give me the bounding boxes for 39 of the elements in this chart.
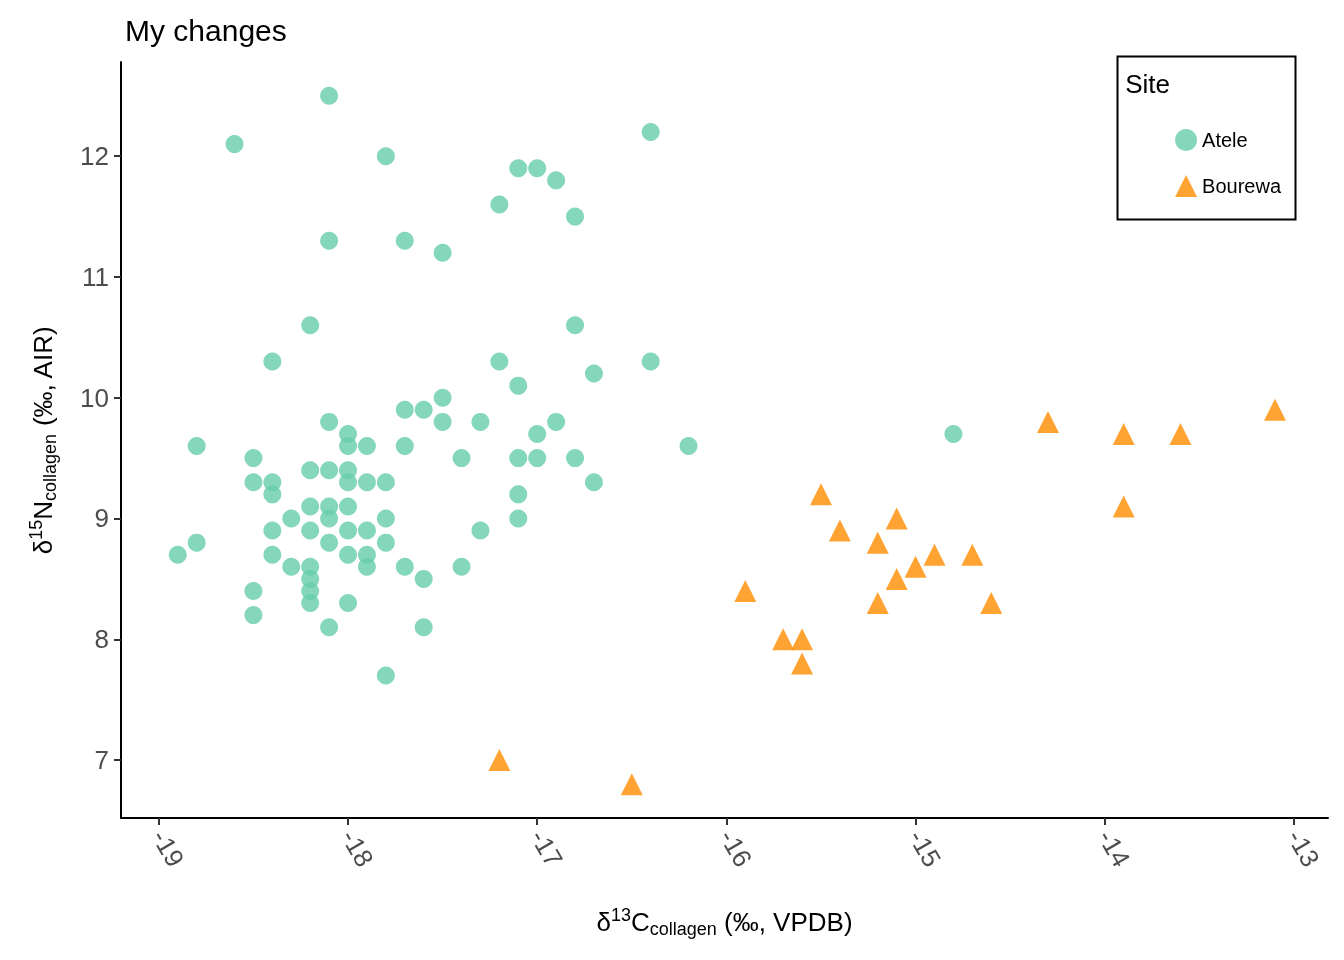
y-tick-label: 8 <box>94 624 109 655</box>
point <box>1112 495 1135 518</box>
x-tick-label: -17 <box>524 824 569 873</box>
legend-label: Atele <box>1202 129 1248 151</box>
point <box>1112 422 1135 445</box>
point <box>980 592 1003 615</box>
legend-label: Bourewa <box>1202 175 1282 197</box>
x-tick-label: -14 <box>1091 824 1137 873</box>
y-tick-label: 7 <box>94 745 109 776</box>
point <box>1037 410 1060 433</box>
y-tick-label: 12 <box>80 141 109 172</box>
x-tick-label: -13 <box>1280 824 1326 873</box>
point <box>809 483 832 506</box>
x-tick-label: -16 <box>713 824 759 873</box>
x-tick-label: -19 <box>145 824 191 873</box>
point <box>488 749 511 772</box>
point <box>772 628 795 651</box>
point <box>961 543 984 566</box>
y-tick-label: 11 <box>82 261 109 292</box>
y-axis-title: δ15Ncollagen (‰, AIR) <box>26 326 60 555</box>
x-tick-label: -15 <box>902 824 948 873</box>
chart-title: My changes <box>125 13 287 47</box>
point <box>866 592 889 615</box>
point <box>1264 398 1287 421</box>
point <box>866 531 889 554</box>
point <box>885 507 908 530</box>
x-tick-label: -18 <box>335 824 380 873</box>
point <box>885 567 908 590</box>
legend-title: Site <box>1125 69 1171 99</box>
point <box>734 579 757 602</box>
point <box>791 628 814 651</box>
point <box>904 555 927 578</box>
point <box>1169 422 1192 445</box>
y-tick-label: 10 <box>80 382 109 413</box>
point <box>923 543 946 566</box>
point <box>828 519 851 542</box>
point <box>791 652 814 675</box>
y-tick-label: 9 <box>94 503 109 534</box>
point <box>620 773 643 796</box>
